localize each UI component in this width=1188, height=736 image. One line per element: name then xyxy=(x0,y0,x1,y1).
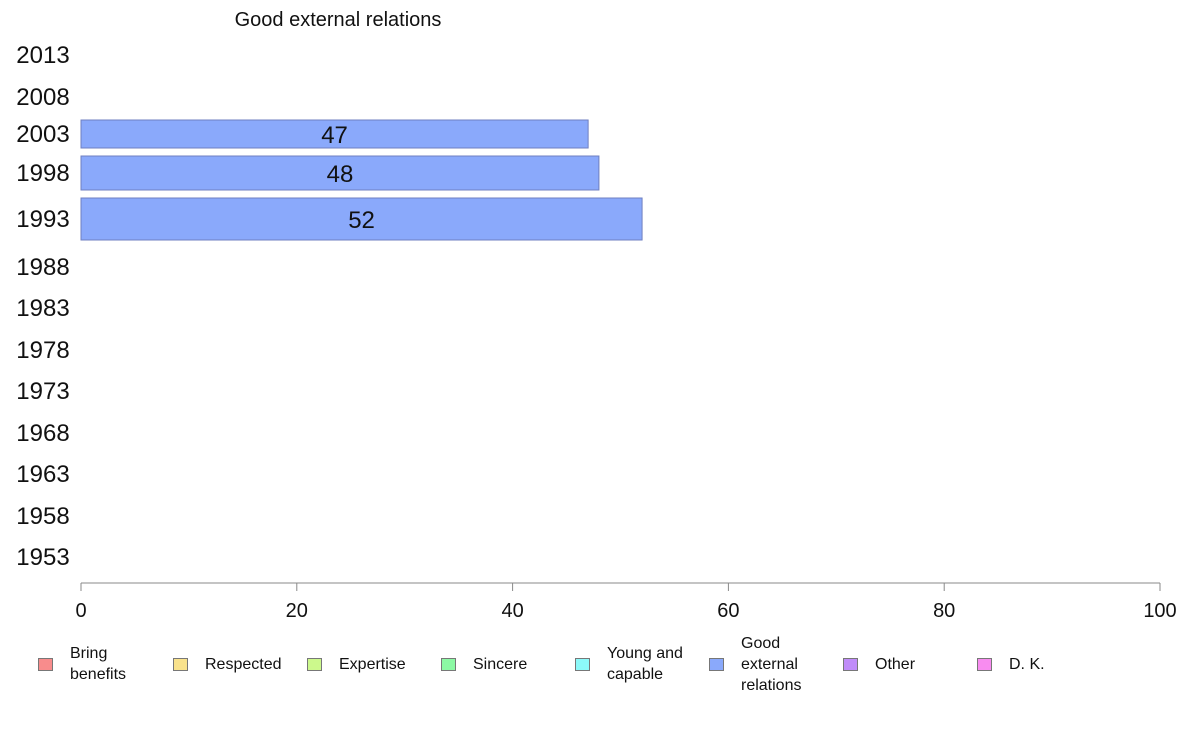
legend-item-3: Sincere xyxy=(441,654,527,675)
y-tick-label-2008: 2008 xyxy=(16,84,69,111)
legend-label-4: Young and capable xyxy=(607,645,683,683)
x-tick-label-40: 40 xyxy=(501,600,523,622)
legend-item-1: Respected xyxy=(173,654,282,675)
y-tick-label-1953: 1953 xyxy=(16,544,69,571)
legend-label-3: Sincere xyxy=(473,655,528,673)
legend-item-0: Bring benefits xyxy=(38,643,126,685)
y-tick-label-1993: 1993 xyxy=(16,206,69,233)
legend-swatch-3 xyxy=(441,657,456,671)
x-tick-label-100: 100 xyxy=(1143,600,1176,622)
bars-layer: 47 48 52 xyxy=(80,119,643,241)
y-tick-label-1968: 1968 xyxy=(16,420,69,447)
legend-label-0: Bring benefits xyxy=(70,645,127,683)
y-tick-label-1973: 1973 xyxy=(16,378,69,405)
legend-item-7: D. K. xyxy=(977,654,1045,675)
legend-swatch-6 xyxy=(843,657,858,671)
legend-label-1: Respected xyxy=(205,655,282,673)
x-tick-label-60: 60 xyxy=(717,600,739,622)
bar-2003 xyxy=(80,119,589,149)
legend-swatch-4 xyxy=(575,657,590,671)
data-label-1998: 48 xyxy=(327,161,354,188)
x-axis: 0 20 40 60 80 100 xyxy=(75,582,1177,622)
legend-item-4: Young and capable xyxy=(575,643,683,685)
y-tick-label-2013: 2013 xyxy=(16,42,69,69)
legend-label-6: Other xyxy=(875,655,916,673)
y-tick-label-2003: 2003 xyxy=(16,121,69,148)
y-axis-labels: 2013 2008 2003 1998 1993 1988 1983 1978 1973 1968… xyxy=(16,42,69,571)
legend-swatch-5 xyxy=(709,657,724,671)
legend-item-5: Good external relations xyxy=(709,633,801,696)
legend: Bring benefits Respected Expertise Sincere Y… xyxy=(0,632,1188,702)
y-tick-label-1958: 1958 xyxy=(16,503,69,530)
y-tick-label-1983: 1983 xyxy=(16,295,69,322)
bar-1998 xyxy=(80,155,600,191)
data-label-1993: 52 xyxy=(348,207,375,234)
chart-title: Good external relations xyxy=(235,9,442,31)
x-tick-label-0: 0 xyxy=(75,600,86,622)
bar-1993 xyxy=(80,197,643,241)
y-tick-label-1963: 1963 xyxy=(16,461,69,488)
x-tick-label-20: 20 xyxy=(286,600,308,622)
legend-swatch-1 xyxy=(173,657,188,671)
legend-label-5: Good external relations xyxy=(741,634,802,694)
legend-swatch-0 xyxy=(38,657,53,671)
y-tick-label-1988: 1988 xyxy=(16,254,69,281)
legend-swatch-7 xyxy=(977,657,992,671)
legend-item-2: Expertise xyxy=(307,654,406,675)
y-tick-label-1998: 1998 xyxy=(16,160,69,187)
data-label-2003: 47 xyxy=(321,122,348,149)
y-tick-label-1978: 1978 xyxy=(16,337,69,364)
legend-item-6: Other xyxy=(843,654,915,675)
legend-swatch-2 xyxy=(307,657,322,671)
x-tick-label-80: 80 xyxy=(933,600,955,622)
legend-label-7: D. K. xyxy=(1009,655,1045,673)
legend-label-2: Expertise xyxy=(339,655,406,673)
